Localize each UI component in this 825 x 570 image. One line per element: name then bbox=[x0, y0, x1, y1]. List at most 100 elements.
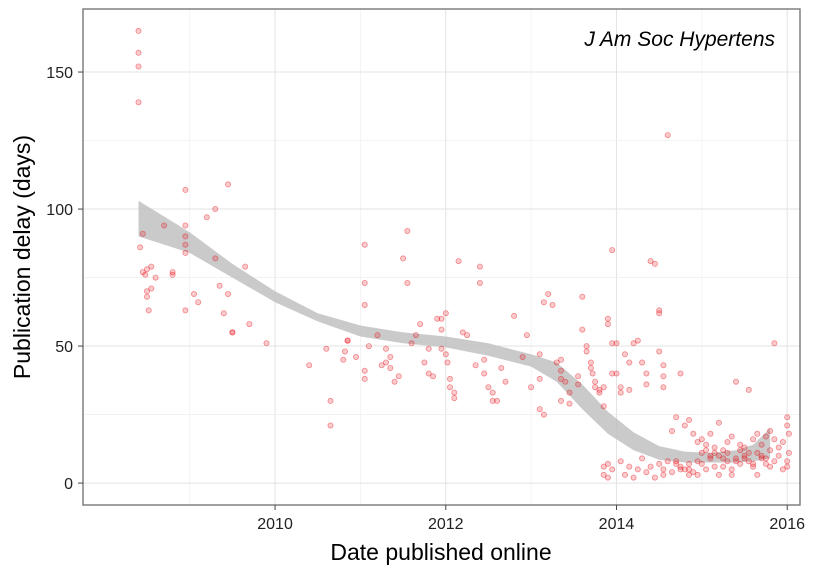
data-point bbox=[446, 384, 453, 391]
data-point bbox=[630, 474, 637, 481]
data-point bbox=[784, 414, 791, 421]
data-point bbox=[639, 359, 646, 366]
data-point bbox=[353, 353, 360, 360]
data-point bbox=[703, 441, 710, 448]
data-point bbox=[374, 332, 381, 339]
x-tick-label: 2014 bbox=[599, 516, 635, 533]
data-point bbox=[182, 241, 189, 248]
data-point bbox=[446, 375, 453, 382]
data-point bbox=[587, 364, 594, 371]
data-point bbox=[558, 375, 565, 382]
data-point bbox=[417, 321, 424, 328]
data-point bbox=[656, 348, 663, 355]
data-point bbox=[681, 466, 688, 473]
data-point bbox=[382, 359, 389, 366]
data-point bbox=[182, 233, 189, 240]
data-point bbox=[135, 27, 142, 34]
data-point bbox=[340, 356, 347, 363]
data-point bbox=[549, 301, 556, 308]
data-point bbox=[361, 367, 368, 374]
data-point bbox=[600, 471, 607, 478]
x-tick-label: 2012 bbox=[428, 516, 464, 533]
data-point bbox=[733, 458, 740, 465]
data-point bbox=[694, 438, 701, 445]
data-point bbox=[784, 463, 791, 470]
data-point bbox=[143, 288, 150, 295]
data-point bbox=[519, 353, 526, 360]
data-point bbox=[703, 447, 710, 454]
points-layer bbox=[135, 27, 792, 481]
data-point bbox=[715, 452, 722, 459]
data-point bbox=[745, 449, 752, 456]
data-point bbox=[703, 466, 710, 473]
data-point bbox=[745, 386, 752, 393]
data-point bbox=[745, 458, 752, 465]
data-point bbox=[609, 247, 616, 254]
data-point bbox=[434, 315, 441, 322]
data-point bbox=[143, 293, 150, 300]
data-point bbox=[229, 329, 236, 336]
data-point bbox=[775, 452, 782, 459]
data-point bbox=[715, 419, 722, 426]
data-point bbox=[476, 279, 483, 286]
data-point bbox=[135, 63, 142, 70]
data-point bbox=[711, 444, 718, 451]
data-point bbox=[758, 441, 765, 448]
data-point bbox=[750, 436, 757, 443]
data-point bbox=[195, 299, 202, 306]
data-point bbox=[622, 471, 629, 478]
data-point bbox=[656, 307, 663, 314]
data-point bbox=[784, 458, 791, 465]
data-point bbox=[387, 364, 394, 371]
data-point bbox=[737, 441, 744, 448]
data-point bbox=[669, 469, 676, 476]
data-point bbox=[481, 356, 488, 363]
data-point bbox=[686, 460, 693, 467]
data-point bbox=[741, 444, 748, 451]
data-point bbox=[728, 433, 735, 440]
data-point bbox=[690, 469, 697, 476]
data-point bbox=[220, 310, 227, 317]
data-point bbox=[246, 321, 253, 328]
data-point bbox=[583, 348, 590, 355]
data-point bbox=[459, 329, 466, 336]
data-point bbox=[604, 321, 611, 328]
data-point bbox=[444, 359, 451, 366]
data-point bbox=[600, 384, 607, 391]
data-point bbox=[566, 400, 573, 407]
data-point bbox=[485, 384, 492, 391]
data-point bbox=[711, 463, 718, 470]
data-point bbox=[758, 452, 765, 459]
data-point bbox=[779, 466, 786, 473]
data-point bbox=[579, 326, 586, 333]
data-point bbox=[404, 279, 411, 286]
data-point bbox=[481, 370, 488, 377]
data-point bbox=[344, 337, 351, 344]
data-point bbox=[656, 460, 663, 467]
plot-background bbox=[83, 9, 800, 505]
data-point bbox=[651, 474, 658, 481]
data-point bbox=[143, 266, 150, 273]
data-point bbox=[609, 370, 616, 377]
y-tick-label: 50 bbox=[55, 339, 73, 356]
data-point bbox=[438, 345, 445, 352]
data-point bbox=[169, 271, 176, 278]
data-point bbox=[785, 430, 792, 437]
data-point bbox=[609, 340, 616, 347]
data-point bbox=[639, 455, 646, 462]
data-point bbox=[378, 362, 385, 369]
data-point bbox=[733, 455, 740, 462]
data-point bbox=[656, 310, 663, 317]
data-point bbox=[698, 460, 705, 467]
data-point bbox=[698, 449, 705, 456]
data-point bbox=[587, 359, 594, 366]
data-point bbox=[660, 471, 667, 478]
data-point bbox=[323, 345, 330, 352]
data-point bbox=[707, 455, 714, 462]
data-point bbox=[169, 269, 176, 276]
data-point bbox=[698, 436, 705, 443]
data-point bbox=[203, 214, 210, 221]
data-point bbox=[762, 460, 769, 467]
data-point bbox=[442, 310, 449, 317]
data-point bbox=[451, 395, 458, 402]
